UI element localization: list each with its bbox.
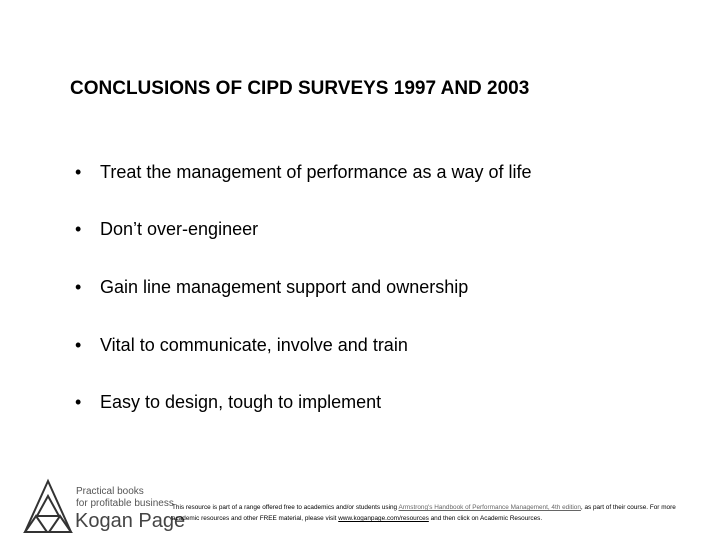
bullet-dot: • bbox=[75, 277, 82, 297]
bullet-item: • Gain line management support and owners… bbox=[75, 277, 468, 298]
slide-title: CONCLUSIONS OF CIPD SURVEYS 1997 AND 200… bbox=[70, 78, 530, 99]
bullet-text: Don’t over-engineer bbox=[100, 219, 259, 239]
logo-tagline: Practical books bbox=[76, 486, 144, 497]
logo-icon bbox=[23, 478, 73, 533]
bullet-text: Treat the management of performance as a… bbox=[100, 162, 532, 182]
bullet-text: Vital to communicate, involve and train bbox=[100, 335, 408, 355]
footer-text: This resource is part of a range offered… bbox=[172, 504, 399, 511]
footer-text: and then click on Academic Resources. bbox=[428, 515, 543, 522]
bullet-dot: • bbox=[75, 392, 82, 412]
logo-name: Kogan Page bbox=[75, 510, 186, 532]
bullet-dot: • bbox=[75, 219, 82, 239]
bullet-dot: • bbox=[75, 335, 82, 355]
footer-notice: This resource is part of a range offered… bbox=[172, 502, 692, 524]
bullet-item: • Don’t over-engineer bbox=[75, 219, 258, 240]
resources-link[interactable]: www.koganpage.com/resources bbox=[338, 515, 429, 522]
bullet-item: • Easy to design, tough to implement bbox=[75, 392, 381, 413]
footer-text: , as part of their course. For more acad… bbox=[172, 504, 676, 522]
bullet-item: • Vital to communicate, involve and train bbox=[75, 335, 408, 356]
book-link[interactable]: Armstrong's Handbook of Performance Mana… bbox=[398, 504, 581, 511]
bullet-dot: • bbox=[75, 162, 82, 182]
bullet-text: Gain line management support and ownersh… bbox=[100, 277, 469, 297]
logo-tagline: for profitable business bbox=[76, 498, 174, 509]
bullet-text: Easy to design, tough to implement bbox=[100, 392, 382, 412]
bullet-item: • Treat the management of performance as … bbox=[75, 162, 532, 183]
